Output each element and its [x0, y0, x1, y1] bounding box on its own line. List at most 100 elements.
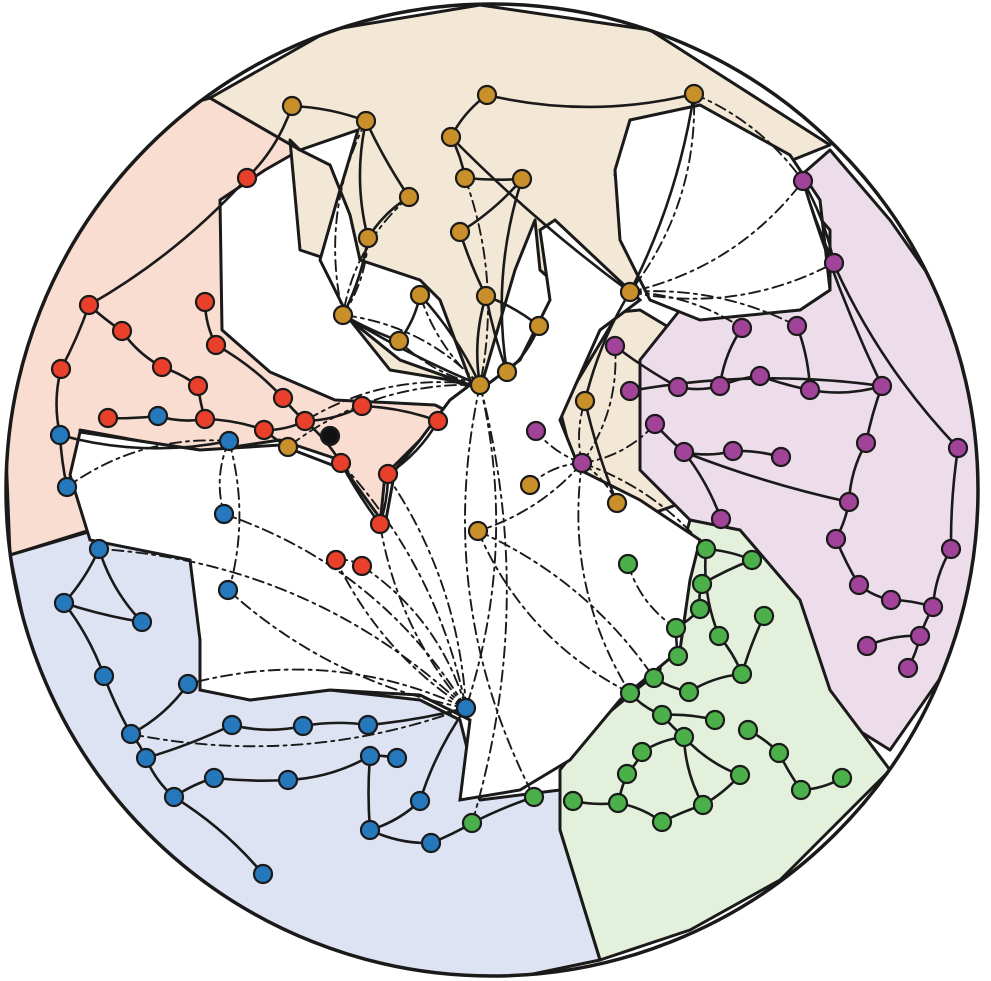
- purple-node: [838, 491, 860, 513]
- purple-node: [571, 452, 593, 474]
- dashed-edge: [287, 383, 481, 448]
- tan-node: [449, 221, 471, 243]
- purple-node: [848, 574, 870, 596]
- blue-node: [53, 592, 75, 614]
- red-node: [78, 294, 100, 316]
- green-node: [562, 790, 584, 812]
- green-node: [768, 742, 790, 764]
- purple-node: [604, 335, 626, 357]
- dashed-edge: [66, 439, 230, 488]
- purple-node: [947, 437, 969, 459]
- purple-node: [770, 446, 792, 468]
- green-node: [651, 811, 673, 833]
- red-node: [427, 410, 449, 432]
- purple-node: [871, 375, 893, 397]
- red-node: [294, 410, 316, 432]
- solid-edge: [367, 754, 372, 832]
- blue-node: [359, 819, 381, 841]
- solid-edge: [583, 399, 619, 505]
- green-node: [523, 786, 545, 808]
- purple-node: [786, 315, 808, 337]
- solid-edge: [418, 706, 468, 803]
- dashed-edge: [629, 262, 835, 300]
- solid-edge: [87, 176, 249, 307]
- solid-edge: [341, 313, 482, 387]
- tan-node: [332, 304, 354, 326]
- blue-node: [409, 790, 431, 812]
- solid-edge: [583, 290, 632, 403]
- dashed-edge: [227, 589, 467, 709]
- tan-node: [357, 227, 379, 249]
- dashed-edge: [419, 294, 481, 386]
- dashed-edge: [340, 462, 467, 709]
- red-node: [236, 167, 258, 189]
- purple-node: [749, 365, 771, 387]
- purple-node: [673, 441, 695, 463]
- blue-node: [88, 538, 110, 560]
- green-node: [729, 764, 751, 786]
- red-node: [330, 452, 352, 474]
- green-node: [753, 605, 775, 627]
- tan-node: [619, 281, 641, 303]
- purple-node: [897, 657, 919, 679]
- red-node: [369, 513, 391, 535]
- tan-node: [277, 436, 299, 458]
- blue-node: [217, 579, 239, 601]
- tan-node: [388, 330, 410, 352]
- green-node: [731, 663, 753, 685]
- red-node: [351, 395, 373, 417]
- blue-node: [359, 745, 381, 767]
- dashed-edge: [342, 314, 481, 386]
- green-node: [461, 812, 483, 834]
- purple-node: [855, 432, 877, 454]
- blue-node: [147, 405, 169, 427]
- dashed-edge: [577, 462, 631, 694]
- dashed-edge: [385, 473, 467, 709]
- blue-node: [386, 747, 408, 769]
- green-node: [619, 682, 641, 704]
- tan-node: [355, 110, 377, 132]
- purple-node: [731, 317, 753, 339]
- tan-node: [454, 167, 476, 189]
- tan-node: [440, 126, 462, 148]
- purple-node: [880, 589, 902, 611]
- blue-node: [252, 863, 274, 885]
- purple-node: [856, 635, 878, 657]
- red-node: [50, 358, 72, 380]
- blue-node: [218, 430, 240, 452]
- dashed-edge: [335, 559, 467, 709]
- dashed-edge: [629, 180, 804, 293]
- dashed-edge: [187, 668, 467, 709]
- blue-node: [120, 723, 142, 745]
- dashed-edge: [471, 384, 508, 824]
- purple-node: [722, 440, 744, 462]
- void-upper-right: [613, 103, 832, 322]
- solid-edge: [949, 446, 960, 551]
- node-layer: [49, 83, 969, 885]
- solid-edge: [628, 92, 696, 294]
- dashed-edge: [464, 177, 489, 386]
- tan-node: [467, 520, 489, 542]
- dashed-edge: [223, 513, 467, 709]
- region-red: [6, 96, 457, 557]
- dashed-edge: [228, 440, 241, 591]
- red-node: [187, 375, 209, 397]
- red-node: [194, 408, 216, 430]
- purple-node: [710, 508, 732, 530]
- green-node: [741, 549, 763, 571]
- green-node: [695, 538, 717, 560]
- green-node: [667, 645, 689, 667]
- purple-node: [799, 379, 821, 401]
- tan-node: [574, 390, 596, 412]
- solid-edge: [58, 433, 231, 450]
- green-node: [616, 763, 638, 785]
- tan-node: [475, 285, 497, 307]
- blue-node: [177, 673, 199, 695]
- green-node: [651, 704, 673, 726]
- green-node: [673, 726, 695, 748]
- solid-edge: [801, 179, 960, 450]
- purple-node: [619, 380, 641, 402]
- tan-node: [496, 361, 518, 383]
- blue-node: [56, 476, 78, 498]
- green-node: [831, 767, 853, 789]
